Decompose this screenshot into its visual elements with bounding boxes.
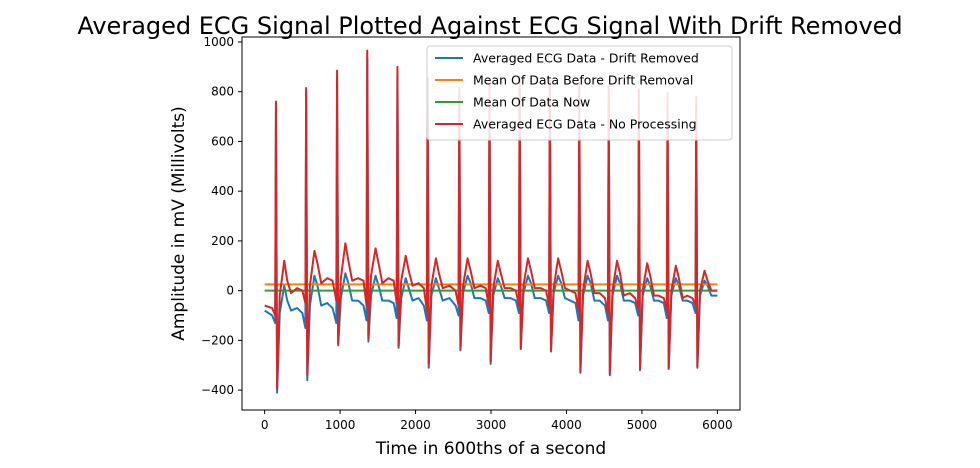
x-tick-label: 2000 [400, 418, 431, 432]
legend-entry: Averaged ECG Data - Drift Removed [473, 51, 699, 66]
x-tick-label: 6000 [702, 418, 733, 432]
legend: Averaged ECG Data - Drift Removed Mean Of… [426, 45, 733, 141]
legend-entry: Mean Of Data Now [473, 95, 590, 110]
x-axis-label: Time in 600ths of a second [375, 439, 606, 459]
y-tick-label: 800 [211, 85, 234, 99]
x-axis: 0 1000 2000 3000 4000 5000 6000 [261, 410, 733, 432]
y-tick-label: 400 [211, 184, 234, 198]
plot-area [264, 49, 718, 394]
legend-entry: Averaged ECG Data - No Processing [473, 117, 697, 132]
x-tick-label: 4000 [551, 418, 582, 432]
y-tick-label: −200 [201, 333, 234, 347]
y-tick-label: 200 [211, 234, 234, 248]
series-line-4 [264, 49, 718, 390]
y-axis: −400 −200 0 200 400 600 800 1000 [201, 35, 242, 397]
x-tick-label: 3000 [476, 418, 507, 432]
y-tick-label: −400 [201, 383, 234, 397]
legend-box [426, 45, 733, 141]
x-tick-label: 5000 [627, 418, 658, 432]
y-tick-label: 600 [211, 134, 234, 148]
y-tick-label: 1000 [203, 35, 234, 49]
x-tick-label: 1000 [325, 418, 356, 432]
legend-entry: Mean Of Data Before Drift Removal [473, 73, 693, 88]
chart-title: Averaged ECG Signal Plotted Against ECG … [77, 12, 902, 40]
y-tick-label: 0 [226, 284, 234, 298]
y-axis-label: Amplitude in mV (Millivolts) [169, 106, 189, 341]
x-tick-label: 0 [261, 418, 269, 432]
